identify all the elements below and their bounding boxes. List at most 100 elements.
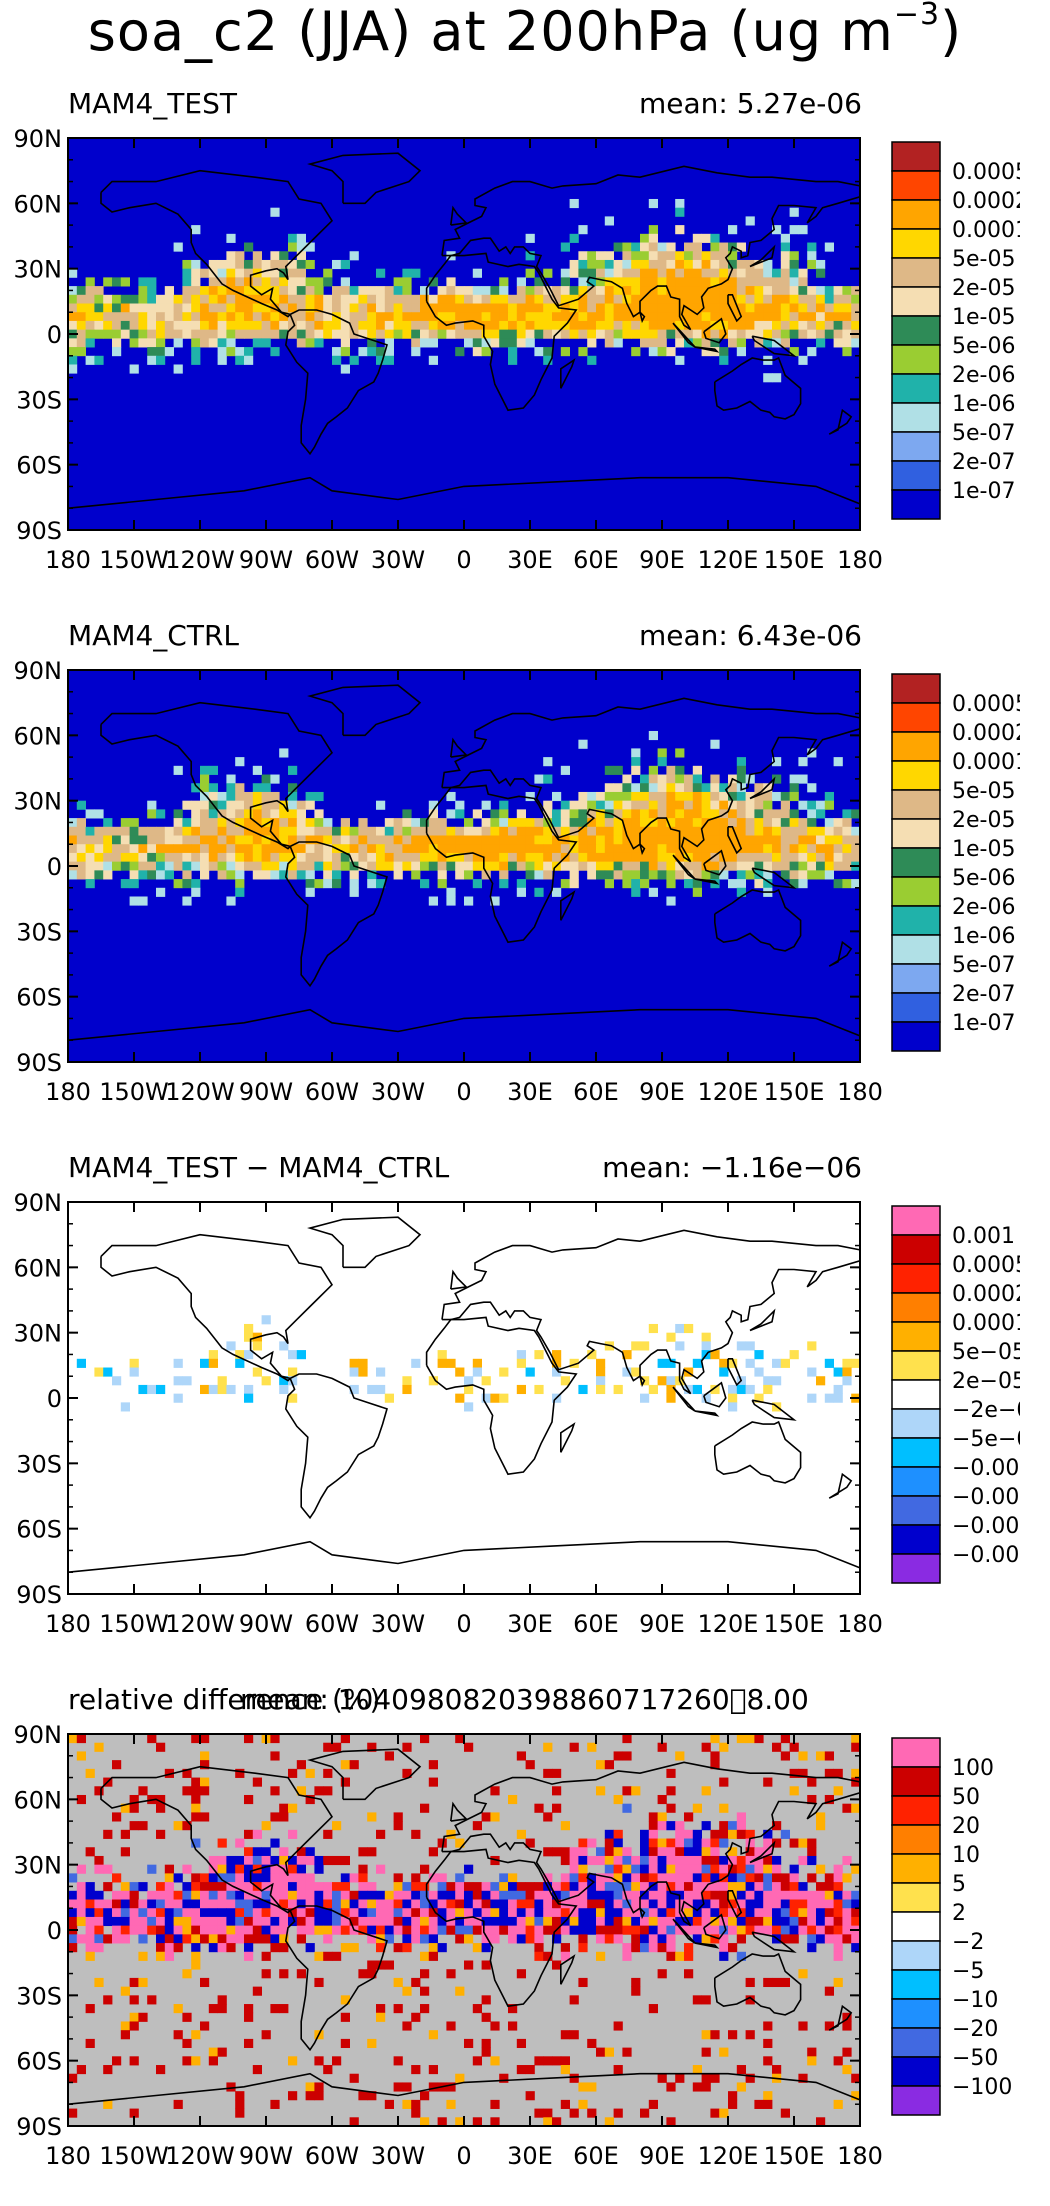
- field-cell: [780, 320, 790, 331]
- field-cell: [552, 1358, 562, 1368]
- field-cell: [657, 1890, 667, 1900]
- field-cell: [657, 286, 667, 296]
- field-cell: [182, 2056, 192, 2066]
- field-cell: [120, 277, 130, 287]
- field-cell: [235, 259, 245, 270]
- field-cell: [833, 1393, 843, 1403]
- field-cell: [499, 1925, 509, 1935]
- field-cell: [675, 818, 685, 828]
- field-cell: [270, 1838, 280, 1848]
- field-cell: [156, 1742, 166, 1752]
- field-cell: [657, 1864, 667, 1874]
- field-cell: [631, 809, 641, 819]
- field-cell: [719, 844, 729, 854]
- field-cell: [692, 1829, 702, 1839]
- field-cell: [85, 1890, 95, 1900]
- field-cell: [780, 338, 790, 348]
- field-cell: [816, 1908, 826, 1918]
- field-cell: [754, 259, 764, 270]
- field-cell: [578, 826, 588, 836]
- field-cell: [763, 277, 773, 287]
- colorbar-label: 2e-07: [952, 450, 1015, 475]
- field-cell: [851, 2091, 861, 2101]
- field-cell: [235, 809, 245, 819]
- field-cell: [200, 1777, 210, 1787]
- field-cell: [798, 870, 808, 880]
- lon-label: 90E: [639, 546, 685, 574]
- field-cell: [816, 312, 826, 322]
- field-cell: [701, 303, 711, 313]
- field-cell: [587, 2082, 597, 2092]
- field-cell: [789, 826, 799, 836]
- field-cell: [745, 1341, 755, 1351]
- field-cell: [578, 1855, 588, 1866]
- field-cell: [710, 1908, 720, 1918]
- field-cell: [631, 852, 641, 863]
- field-cell: [147, 800, 157, 810]
- field-cell: [728, 844, 738, 854]
- field-cell: [129, 1358, 139, 1368]
- field-cell: [323, 1742, 333, 1752]
- field-cell: [631, 286, 641, 296]
- field-cell: [120, 879, 130, 889]
- field-cell: [138, 320, 148, 331]
- field-cell: [358, 852, 368, 863]
- colorbar-box: [891, 731, 941, 762]
- field-cell: [349, 1899, 359, 1909]
- field-cell: [446, 861, 456, 871]
- field-cell: [578, 312, 588, 322]
- field-cell: [499, 809, 509, 819]
- field-cell: [420, 835, 430, 845]
- field-cell: [314, 2056, 324, 2066]
- field-cell: [508, 320, 518, 331]
- field-cell: [358, 1969, 368, 1979]
- field-cell: [728, 818, 738, 828]
- field-cell: [543, 826, 553, 836]
- field-cell: [191, 338, 201, 348]
- colorbar-label: 2: [952, 1901, 966, 1926]
- field-cell: [692, 242, 702, 252]
- field-cell: [455, 852, 465, 863]
- colorbar-box: [891, 315, 941, 346]
- field-cell: [604, 861, 614, 871]
- field-cell: [763, 294, 773, 304]
- field-cell: [798, 1890, 808, 1900]
- title-close: ): [940, 0, 963, 63]
- field-cell: [816, 1821, 826, 1831]
- colorbar-label: 0.0001: [952, 750, 1020, 775]
- field-cell: [587, 1890, 597, 1900]
- field-cell: [200, 1384, 210, 1395]
- field-cell: [745, 2073, 755, 2083]
- field-cell: [261, 286, 271, 296]
- field-cell: [472, 303, 482, 313]
- colorbar-box: [891, 1292, 941, 1323]
- lon-label: 90E: [639, 1610, 685, 1638]
- field-cell: [675, 320, 685, 331]
- field-cell: [358, 286, 368, 296]
- field-cell: [675, 1873, 685, 1883]
- field-cell: [464, 844, 474, 854]
- field-cell: [763, 791, 773, 802]
- field-cell: [129, 1908, 139, 1918]
- field-cell: [393, 1977, 403, 1988]
- field-cell: [807, 861, 817, 871]
- field-cell: [270, 1786, 280, 1796]
- field-cell: [173, 2099, 183, 2109]
- field-cell: [525, 1760, 535, 1770]
- field-cell: [833, 1882, 843, 1892]
- field-cell: [701, 844, 711, 854]
- colorbar-label: 1e-06: [952, 924, 1015, 949]
- field-cell: [411, 835, 421, 845]
- field-cell: [560, 826, 570, 836]
- field-cell: [701, 1332, 711, 1342]
- field-cell: [305, 1847, 315, 1857]
- field-cell: [323, 1829, 333, 1839]
- field-cell: [569, 861, 579, 871]
- field-cell: [332, 1925, 342, 1935]
- field-cell: [772, 818, 782, 828]
- field-cell: [499, 294, 509, 304]
- field-cell: [613, 809, 623, 819]
- field-cell: [508, 1925, 518, 1935]
- field-cell: [534, 1350, 544, 1360]
